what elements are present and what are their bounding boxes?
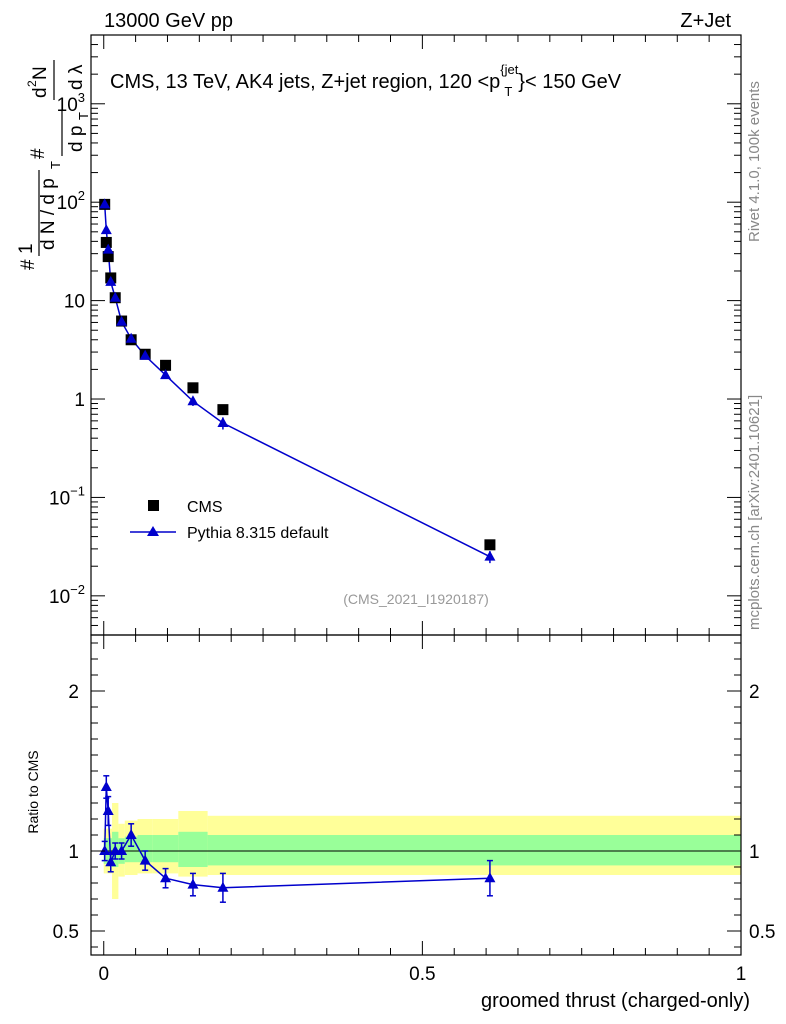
mc-data-point	[125, 332, 137, 343]
ratio-data-point	[116, 845, 128, 855]
main-title-tail: }< 150 GeV	[518, 71, 622, 93]
ylabel-dN: d N / d p	[38, 178, 59, 250]
cms-data-point	[187, 382, 199, 394]
main-title-sup: {jet	[500, 62, 518, 77]
mc-data-point	[109, 291, 121, 302]
legend-cms-marker	[148, 500, 159, 511]
ratio-data-point	[217, 881, 229, 892]
main-panel: CMS, 13 TeV, AK4 jets, Z+jet region, 120…	[16, 34, 742, 636]
header-right-label: Z+Jet	[680, 10, 731, 32]
mc-data-point	[100, 224, 112, 235]
ratio-inner-band-bin	[178, 831, 208, 867]
ratio-inner-band-bin	[207, 835, 741, 866]
ratio-inner-band-bin	[152, 835, 179, 863]
main-y-tick-label: 10−2	[49, 582, 85, 608]
ratio-y-tick-label-left: 1	[68, 842, 79, 863]
main-y-tick-label: 1	[74, 390, 85, 411]
ratio-y-tick-label-right: 1	[749, 842, 760, 863]
ratio-inner-band-bin	[137, 835, 153, 863]
ratio-data-point	[105, 856, 117, 867]
ylabel-dp: d p	[66, 126, 87, 152]
mc-data-point	[160, 369, 172, 380]
rivet-version-label: Rivet 4.1.0, 100k events	[746, 81, 763, 242]
ratio-plot-frame	[90, 634, 742, 956]
main-y-tick-label: 102	[57, 188, 85, 214]
mc-data-point	[217, 417, 229, 428]
ylabel-dlambda: d λ	[66, 64, 87, 90]
mc-data-point	[484, 550, 496, 561]
ratio-y-tick-label-left: 0.5	[53, 922, 79, 943]
main-y-tick-label: 10−1	[49, 483, 85, 509]
main-y-tick-label: 10	[64, 292, 85, 313]
legend-mc-label: Pythia 8.315 default	[187, 525, 329, 542]
cms-data-point	[217, 404, 229, 416]
cms-data-point	[484, 539, 496, 551]
header-left-label: 13000 GeV pp	[104, 10, 233, 32]
ratio-data-point	[99, 845, 111, 855]
x-axis-label: groomed thrust (charged-only)	[481, 990, 750, 1012]
ylabel-hash-2: #	[28, 148, 49, 159]
mc-series-line	[103, 204, 491, 558]
ratio-data-point	[160, 872, 172, 883]
ratio-data-point	[102, 805, 114, 815]
mc-data-point	[99, 198, 111, 209]
ratio-inner-band-bin	[124, 836, 138, 863]
main-title: CMS, 13 TeV, AK4 jets, Z+jet region, 120…	[110, 62, 622, 99]
legend-mc-marker	[147, 526, 159, 536]
ylabel-N: N	[30, 66, 51, 80]
ratio-y-tick-label-right: 0.5	[749, 922, 775, 943]
ratio-data-point	[100, 781, 112, 791]
ratio-y-axis-label: Ratio to CMS	[25, 750, 41, 833]
ratio-panel: 0 0.5 10.5 0.51 12 2 Ratio to CMS groomed thr…	[25, 634, 775, 1012]
mc-data-point	[105, 275, 117, 286]
main-title-text: CMS, 13 TeV, AK4 jets, Z+jet region, 120…	[110, 71, 500, 93]
main-title-sub: T	[504, 84, 512, 99]
analysis-watermark: (CMS_2021_I1920187)	[343, 591, 489, 607]
mc-data-point	[102, 243, 114, 254]
mcplots-label: mcplots.cern.ch [arXiv:2401.10621]	[746, 394, 763, 630]
ratio-data-point	[139, 854, 151, 865]
ylabel-hash-1: #	[18, 259, 39, 270]
cms-data-point	[100, 236, 112, 248]
main-plot-frame	[90, 34, 742, 636]
ylabel-2: 2	[25, 80, 39, 87]
x-tick-label: 0	[98, 964, 109, 985]
ratio-data-point	[484, 872, 496, 883]
ratio-uncertainty-bands	[103, 803, 741, 899]
cms-data-point	[160, 359, 172, 371]
ylabel-d: d	[30, 87, 51, 98]
ylabel-T-2: T	[76, 112, 91, 120]
mc-data-point	[116, 315, 128, 326]
legend-cms-label: CMS	[187, 499, 223, 516]
mc-data-point	[187, 395, 199, 406]
ylabel-one: 1	[16, 243, 37, 254]
ylabel-T-1: T	[48, 161, 63, 169]
ratio-data-marks	[99, 775, 496, 903]
main-y-axis-label: # 1 d N / d p T # d p T d 2 N d λ	[16, 60, 91, 270]
main-data-marks	[99, 198, 496, 564]
main-y-tick-label: 103	[57, 90, 85, 116]
ratio-y-tick-label-left: 2	[68, 682, 79, 703]
main-axis-ticks: 10−2 10−1 1 10 102 103	[49, 34, 742, 636]
ratio-data-point	[187, 878, 199, 889]
x-tick-label: 1	[736, 964, 747, 985]
ratio-y-tick-label-right: 2	[749, 682, 760, 703]
ratio-axis-ticks: 0 0.5 10.5 0.51 12 2	[53, 635, 775, 985]
mc-data-point	[139, 349, 151, 360]
ratio-data-point	[125, 829, 137, 839]
legend: CMS Pythia 8.315 default	[130, 499, 329, 542]
cms-data-point	[102, 251, 114, 263]
x-tick-label: 0.5	[409, 964, 435, 985]
